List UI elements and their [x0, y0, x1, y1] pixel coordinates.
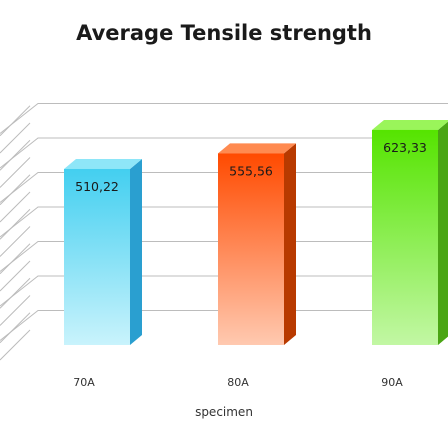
gridline: [0, 191, 31, 223]
chart-title: Average Tensile strength: [76, 21, 372, 45]
gridline: [0, 105, 31, 137]
bars: [64, 119, 448, 345]
gridline: [0, 312, 31, 344]
data-labels: 510,22 555,56 623,33: [75, 140, 427, 194]
gridline: [0, 157, 31, 188]
bar-side: [438, 121, 448, 345]
x-axis-label: specimen: [195, 405, 253, 419]
gridline: [0, 226, 31, 257]
gridline: [0, 174, 31, 206]
bar-70A: [64, 158, 142, 345]
bar-front: [218, 153, 284, 345]
gridline: [0, 208, 31, 240]
gridline: [0, 295, 31, 326]
gridline: [0, 122, 31, 154]
gridline: [0, 329, 31, 361]
bar-side: [130, 158, 142, 345]
x-tick-label: 70A: [73, 376, 95, 389]
x-tick-label: 80A: [227, 376, 249, 389]
gridline: [0, 277, 31, 309]
bar-top: [218, 143, 296, 154]
data-label: 510,22: [75, 179, 119, 194]
x-tick-labels: 70A 80A 90A: [73, 376, 403, 389]
bar-top: [372, 119, 448, 130]
bar-90A: [372, 119, 448, 345]
x-tick-label: 90A: [381, 376, 403, 389]
gridline: [0, 260, 31, 292]
data-label: 623,33: [383, 140, 427, 155]
grid-lines: [0, 103, 448, 361]
gridline: [0, 243, 31, 275]
bar-front: [372, 129, 438, 345]
bar-front: [64, 168, 130, 345]
gridline: [0, 139, 31, 171]
data-label: 555,56: [229, 163, 273, 178]
bar-side: [284, 143, 296, 345]
bar-80A: [218, 143, 296, 345]
bar-top: [64, 158, 142, 169]
